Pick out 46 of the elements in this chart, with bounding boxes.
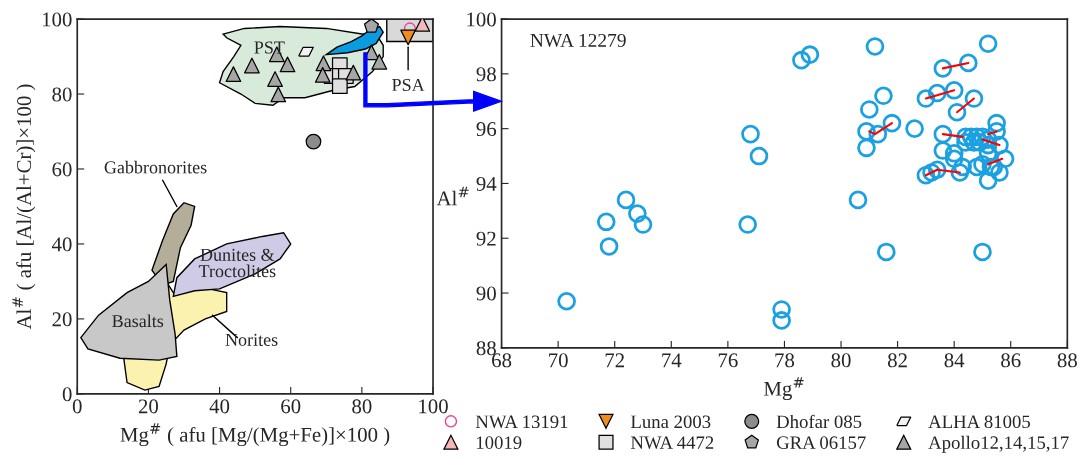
x-tick-label: 80 <box>352 399 372 414</box>
x-tick-label: 84 <box>944 353 965 368</box>
legend-label: Luna 2003 <box>630 415 711 429</box>
x-tick-label: 74 <box>662 353 682 368</box>
y-tick-label: 96 <box>476 122 497 137</box>
legend-label: Apollo12,14,15,17 <box>928 435 1069 453</box>
x-tick-label: 20 <box>138 399 159 414</box>
x-axis-title: Mg$^{#}$ ( afu [Mg/(Mg+Fe)]×100 ) <box>120 423 390 447</box>
x-tick-label: 60 <box>281 399 301 414</box>
x-tick-label: 86 <box>1001 353 1021 368</box>
y-tick-label: 0 <box>62 387 72 402</box>
y-tick-label: 90 <box>476 286 496 301</box>
legend-label: NWA 13191 <box>475 415 568 429</box>
y-axis-title: Al$^{#}$ <box>436 186 469 206</box>
x-tick-label: 88 <box>1057 353 1077 368</box>
annotation: Gabbronorites <box>104 160 207 174</box>
x-tick-label: 40 <box>209 399 230 414</box>
x-tick-label: 0 <box>72 399 82 414</box>
y-axis-title: Al$^{#}$ ( afu [Al/(Al+Cr)]×100 ) <box>12 84 36 330</box>
y-tick-label: 94 <box>476 176 497 191</box>
x-tick-label: 100 <box>419 399 448 414</box>
y-tick-label: 40 <box>51 237 72 252</box>
x-tick-label: 80 <box>831 353 851 368</box>
x-tick-label: 76 <box>718 353 738 368</box>
legend-label: NWA 4472 <box>630 436 714 450</box>
y-tick-label: 98 <box>476 67 496 82</box>
y-tick-label: 20 <box>52 312 72 327</box>
y-tick-label: 80 <box>52 87 72 102</box>
y-tick-label: 100 <box>42 12 72 27</box>
legend-label: 10019 <box>476 436 522 449</box>
legend-label: GRA 06157 <box>776 436 866 449</box>
x-axis-title: Mg$^{#}$ <box>764 377 804 401</box>
x-tick-label: 78 <box>775 353 795 368</box>
y-tick-label: 60 <box>52 162 72 177</box>
x-tick-label: 70 <box>549 353 568 368</box>
x-tick-label: 72 <box>605 353 624 368</box>
y-tick-label: 100 <box>467 12 496 27</box>
legend-label: Dhofar 085 <box>776 414 862 429</box>
annotation: PSA <box>392 78 425 92</box>
y-tick-label: 92 <box>476 231 496 246</box>
x-tick-label: 82 <box>887 353 907 368</box>
annotation: Norites <box>225 333 278 346</box>
annotation: NWA 12279 <box>530 33 626 48</box>
annotation: PST <box>254 41 285 54</box>
annotation: Basalts <box>112 314 164 328</box>
legend-label: ALHA 81005 <box>928 415 1030 429</box>
